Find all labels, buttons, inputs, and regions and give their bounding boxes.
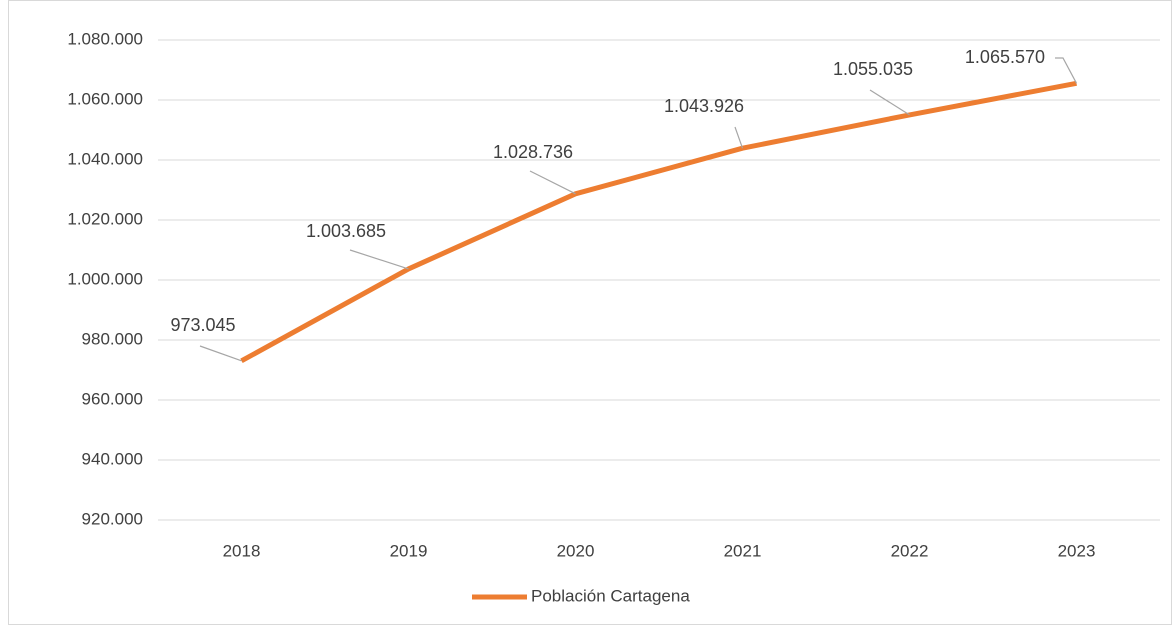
data-label: 1.028.736 — [493, 142, 573, 162]
x-tick-label: 2023 — [1058, 541, 1096, 560]
chart-border — [8, 0, 1172, 625]
leader-line — [349, 249, 409, 270]
y-tick-label: 1.020.000 — [67, 209, 143, 228]
y-tick-label: 1.060.000 — [67, 89, 143, 108]
leader-line — [529, 170, 576, 195]
data-label: 1.003.685 — [306, 221, 386, 241]
leader-line — [734, 126, 744, 149]
y-tick-label: 1.040.000 — [67, 149, 143, 168]
y-tick-label: 960.000 — [82, 389, 143, 408]
x-tick-label: 2022 — [891, 541, 929, 560]
legend-label: Población Cartagena — [531, 586, 690, 605]
x-tick-label: 2020 — [557, 541, 595, 560]
leader-line — [869, 89, 910, 116]
y-tick-label: 920.000 — [82, 509, 143, 528]
y-tick-label: 1.000.000 — [67, 269, 143, 288]
data-label: 1.055.035 — [833, 59, 913, 79]
y-tick-label: 980.000 — [82, 329, 143, 348]
y-tick-label: 1.080.000 — [67, 29, 143, 48]
data-label: 1.065.570 — [965, 47, 1045, 67]
x-tick-label: 2018 — [223, 541, 261, 560]
leader-line — [199, 345, 242, 362]
data-label: 973.045 — [170, 315, 235, 335]
data-label: 1.043.926 — [664, 96, 744, 116]
data-line — [240, 80, 1077, 364]
y-tick-label: 940.000 — [82, 449, 143, 468]
leader-line — [1055, 57, 1078, 84]
x-tick-label: 2021 — [724, 541, 762, 560]
x-tick-label: 2019 — [390, 541, 428, 560]
